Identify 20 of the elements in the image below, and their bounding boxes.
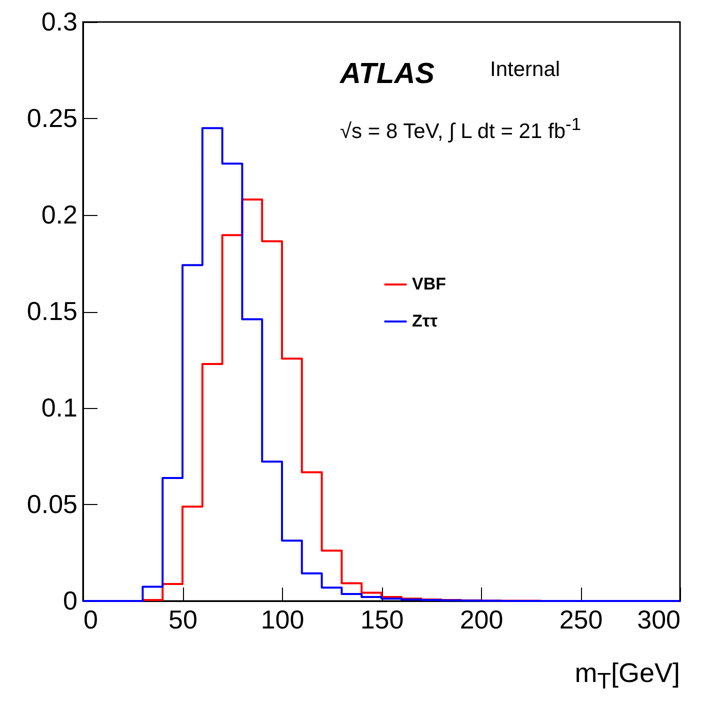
x-tick-label: 150 [360,604,404,634]
x-tick-label: 200 [460,604,504,634]
y-tick-label: 0.2 [41,200,78,230]
x-tick-label: 300 [637,604,680,634]
y-tick-label: 0.15 [26,296,78,326]
y-tick-label: 0 [63,586,78,616]
annotation: Internal [490,58,560,82]
y-tick-label: 0.25 [26,103,78,133]
legend-label: Zττ [412,312,438,330]
x-tick-label: 250 [559,604,603,634]
annotation: √s = 8 TeV, ∫ L dt = 21 fb$^{-1}$ [340,114,582,144]
legend-label: VBF [412,274,446,294]
annotation: ATLAS [340,58,435,91]
y-tick-label: 0.3 [41,6,78,36]
x-tick-label: 0 [84,604,98,634]
x-tick-label: 50 [168,604,198,634]
y-tick-label: 0.05 [26,489,78,519]
y-tick-label: 0.1 [41,392,78,422]
x-axis-title: m$_{T}$[GeV] [574,658,680,694]
x-tick-label: 100 [260,604,304,634]
